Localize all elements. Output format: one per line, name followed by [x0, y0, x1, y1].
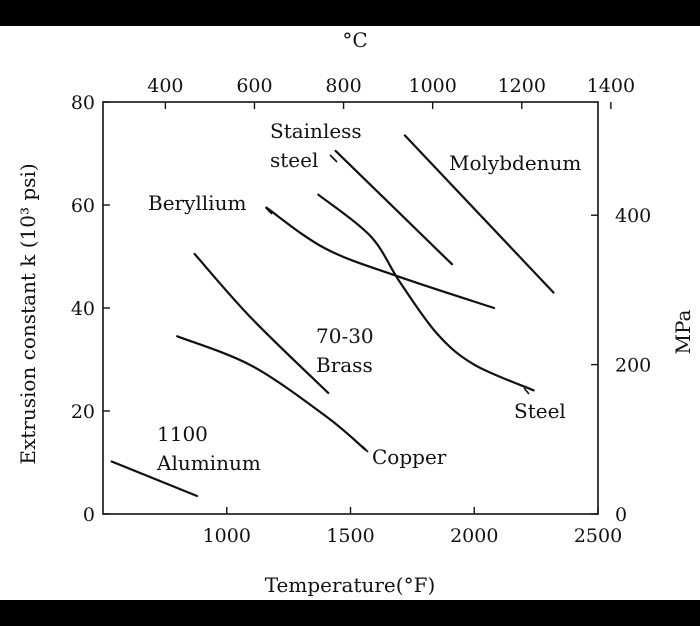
series-label-stainless: steel: [270, 148, 318, 172]
x-axis-fahrenheit: 1000 1500 2000 2500: [203, 507, 622, 547]
top-tick-label: 1400: [587, 75, 635, 97]
top-tick-label: 1000: [408, 75, 456, 97]
y-axis-title: Extrusion constant k (10³ psi): [16, 163, 40, 464]
y-tick-label: 20: [71, 401, 95, 423]
series-line-brass: [193, 252, 330, 395]
leader-beryllium: [265, 207, 273, 215]
y-axis-ksi: 0 20 40 60 80: [71, 92, 110, 526]
right-tick-label: 400: [615, 205, 651, 227]
series-labels: 1100 Aluminum Copper 70-30 Brass Beryllium Ste…: [148, 119, 581, 475]
series-label-brass: 70-30: [316, 324, 374, 348]
top-tick-label: 1200: [498, 75, 546, 97]
y-tick-label: 80: [71, 92, 95, 114]
series-label-copper: Copper: [372, 445, 447, 469]
series-lines: [110, 134, 555, 498]
series-label-steel: Steel: [514, 399, 566, 423]
leader-steel: [523, 387, 530, 395]
series-line-steel: [317, 193, 535, 392]
right-axis-mpa: 0 200 400: [591, 205, 651, 526]
series-line-molybdenum: [403, 134, 555, 294]
chart-frame: 400 600 800 1000 1200 1400 0 200 400 1000 1500 20…: [0, 26, 700, 600]
x-tick-label: 2000: [450, 525, 498, 547]
series-label-stainless: Stainless: [270, 119, 362, 143]
leader-stainless: [329, 154, 338, 163]
right-tick-label: 200: [615, 355, 651, 377]
x-axis-title: Temperature(°F): [265, 573, 436, 597]
series-line-copper: [176, 335, 367, 451]
top-axis-celsius: 400 600 800 1000 1200 1400: [147, 75, 635, 109]
x-tick-label: 1000: [203, 525, 251, 547]
y-tick-label: 0: [83, 504, 95, 526]
top-tick-label: 800: [325, 75, 361, 97]
x-tick-label: 2500: [574, 525, 622, 547]
series-label-aluminum: 1100: [157, 422, 208, 446]
series-line-beryllium: [265, 206, 496, 310]
right-axis-title: MPa: [671, 309, 695, 354]
y-tick-label: 40: [71, 298, 95, 320]
leader-copper: [361, 445, 369, 453]
series-label-molybdenum: Molybdenum: [449, 151, 581, 175]
top-tick-label: 400: [147, 75, 183, 97]
series-label-beryllium: Beryllium: [148, 191, 246, 215]
series-line-stainless: [334, 149, 454, 266]
top-tick-label: 600: [236, 75, 272, 97]
series-label-brass: Brass: [316, 353, 373, 377]
top-axis-title: °C: [342, 28, 367, 52]
x-tick-label: 1500: [326, 525, 374, 547]
right-tick-label: 0: [615, 504, 627, 526]
series-line-aluminum: [110, 460, 199, 498]
series-label-aluminum: Aluminum: [156, 451, 261, 475]
y-tick-label: 60: [71, 195, 95, 217]
